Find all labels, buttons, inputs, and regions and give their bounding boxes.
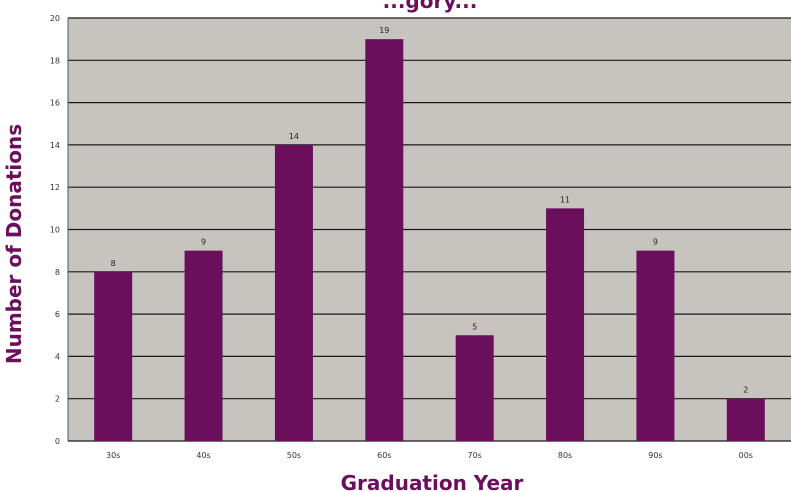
x-tick-label-00s: 00s: [739, 451, 753, 460]
y-axis-ticks: 0 2 4 6 8 10 12 14 16 18 20: [50, 14, 60, 446]
x-tick-label-30s: 30s: [106, 451, 120, 460]
bar-70s: [455, 335, 494, 441]
data-label-70s: 5: [472, 322, 477, 331]
y-axis-title: Number of Donations: [2, 124, 26, 364]
y-tick-label: 14: [50, 141, 60, 150]
data-label-50s: 14: [289, 132, 299, 141]
bar-90s: [636, 250, 675, 441]
bar-00s: [726, 398, 765, 441]
x-tick-label-40s: 40s: [196, 451, 210, 460]
bar-50s: [274, 144, 313, 441]
y-tick-label: 6: [55, 310, 60, 319]
x-tick-label-60s: 60s: [377, 451, 391, 460]
x-tick-label-70s: 70s: [468, 451, 482, 460]
y-tick-label: 2: [55, 395, 60, 404]
data-label-80s: 11: [560, 195, 570, 204]
bar-40s: [184, 250, 223, 441]
data-label-40s: 9: [201, 238, 206, 247]
y-tick-label: 10: [50, 226, 60, 235]
bar-80s: [546, 208, 585, 441]
x-tick-label-90s: 90s: [648, 451, 662, 460]
bar-60s: [365, 39, 404, 442]
chart-title: ...gory...: [383, 0, 478, 13]
data-label-00s: 2: [743, 386, 748, 395]
data-labels: 8 9 14 19 5 11 9 2: [111, 26, 749, 395]
bar-30s: [94, 271, 133, 441]
x-tick-label-50s: 50s: [287, 451, 301, 460]
bars: [94, 39, 765, 442]
y-tick-label: 18: [50, 56, 60, 65]
y-tick-label: 4: [55, 352, 60, 361]
data-label-30s: 8: [111, 259, 116, 268]
y-tick-label: 0: [55, 437, 60, 446]
y-tick-label: 12: [50, 183, 60, 192]
x-axis-title: Graduation Year: [341, 471, 524, 492]
y-tick-label: 16: [50, 99, 60, 108]
y-tick-label: 8: [55, 268, 60, 277]
x-axis-ticks: 30s 40s 50s 60s 70s 80s 90s 00s: [106, 451, 753, 460]
y-tick-label: 20: [50, 14, 60, 23]
x-tick-label-80s: 80s: [558, 451, 572, 460]
data-label-60s: 19: [379, 26, 389, 35]
data-label-90s: 9: [653, 238, 658, 247]
